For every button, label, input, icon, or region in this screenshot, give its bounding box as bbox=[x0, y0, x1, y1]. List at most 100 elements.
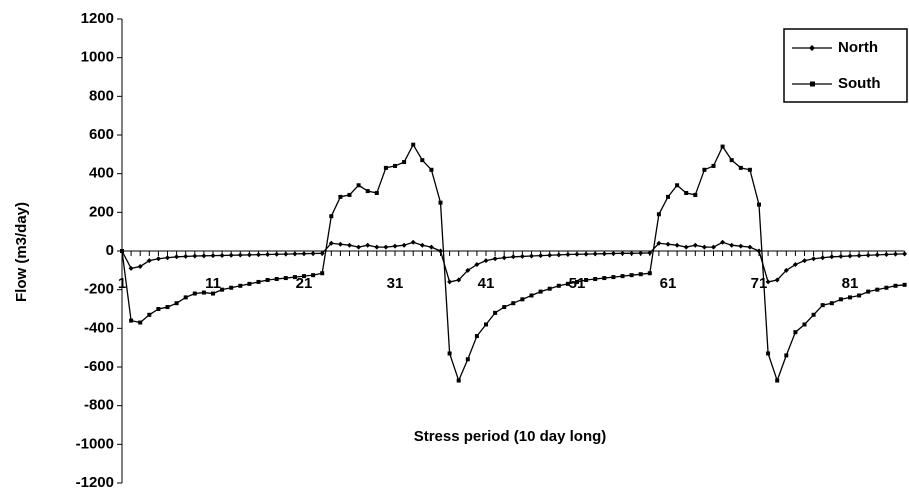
point bbox=[356, 244, 362, 250]
point bbox=[474, 334, 479, 339]
point bbox=[210, 253, 216, 259]
point bbox=[538, 253, 544, 259]
point bbox=[247, 281, 252, 286]
point bbox=[711, 244, 716, 250]
point bbox=[629, 250, 635, 256]
point bbox=[320, 271, 325, 276]
point bbox=[620, 274, 625, 279]
point bbox=[511, 301, 516, 306]
point bbox=[811, 256, 817, 262]
point bbox=[893, 251, 898, 257]
point bbox=[575, 279, 579, 284]
point bbox=[420, 158, 425, 163]
point bbox=[292, 251, 298, 257]
point bbox=[283, 251, 289, 257]
point bbox=[447, 351, 452, 356]
point bbox=[756, 248, 762, 254]
point bbox=[701, 244, 707, 250]
point bbox=[556, 283, 561, 288]
point bbox=[592, 251, 598, 257]
point bbox=[866, 289, 871, 294]
point bbox=[765, 279, 771, 285]
point bbox=[565, 281, 570, 286]
point bbox=[311, 273, 316, 278]
point bbox=[520, 297, 525, 302]
point bbox=[328, 240, 334, 246]
point bbox=[155, 256, 161, 262]
point bbox=[428, 244, 434, 250]
point bbox=[192, 291, 197, 296]
point bbox=[201, 253, 207, 259]
point bbox=[237, 252, 243, 258]
point bbox=[147, 312, 152, 317]
point bbox=[319, 250, 325, 256]
point bbox=[156, 307, 161, 311]
y-tick-label: -200 bbox=[84, 281, 114, 298]
point bbox=[465, 357, 470, 362]
point bbox=[738, 165, 743, 170]
y-tick-label: 1000 bbox=[81, 49, 114, 66]
point bbox=[848, 295, 852, 300]
point bbox=[484, 322, 488, 327]
point bbox=[211, 291, 215, 296]
point bbox=[684, 191, 689, 195]
point bbox=[493, 310, 498, 315]
x-tick-label: 71 bbox=[751, 275, 768, 292]
point bbox=[283, 276, 288, 281]
point bbox=[392, 243, 398, 249]
point bbox=[601, 251, 607, 257]
point bbox=[301, 251, 307, 257]
point bbox=[829, 301, 834, 306]
point bbox=[365, 189, 370, 194]
point bbox=[529, 253, 534, 259]
point bbox=[274, 251, 280, 257]
x-tick-label: 21 bbox=[296, 275, 313, 292]
point bbox=[602, 276, 607, 281]
point bbox=[338, 194, 343, 199]
point bbox=[229, 285, 234, 290]
point bbox=[383, 165, 388, 170]
point bbox=[183, 253, 189, 259]
y-tick-label: -600 bbox=[84, 358, 114, 375]
point bbox=[120, 249, 124, 253]
y-tick-label: 800 bbox=[89, 87, 114, 104]
point bbox=[374, 244, 380, 250]
point bbox=[883, 251, 889, 257]
point bbox=[893, 283, 898, 288]
point bbox=[665, 241, 671, 247]
point bbox=[820, 255, 826, 261]
point bbox=[838, 297, 843, 302]
point bbox=[774, 277, 780, 283]
point bbox=[757, 202, 761, 207]
point bbox=[783, 267, 789, 273]
point bbox=[337, 241, 343, 247]
point bbox=[675, 183, 680, 188]
point bbox=[629, 273, 634, 278]
point bbox=[492, 256, 498, 262]
point bbox=[274, 277, 279, 282]
point bbox=[693, 192, 698, 197]
point bbox=[429, 167, 434, 172]
point bbox=[820, 303, 825, 308]
point bbox=[538, 289, 543, 294]
point bbox=[729, 242, 735, 248]
point bbox=[666, 194, 670, 199]
point bbox=[383, 244, 389, 250]
y-tick-label: -400 bbox=[84, 319, 114, 336]
point bbox=[656, 212, 661, 217]
point bbox=[411, 142, 416, 147]
point bbox=[802, 258, 807, 264]
legend-marker bbox=[809, 45, 815, 51]
point bbox=[174, 254, 180, 260]
point bbox=[865, 252, 871, 258]
point bbox=[256, 279, 261, 284]
point bbox=[519, 253, 525, 259]
series-line bbox=[121, 143, 905, 383]
point bbox=[410, 239, 416, 245]
point bbox=[292, 275, 297, 280]
point bbox=[593, 277, 598, 282]
point bbox=[875, 287, 880, 292]
point bbox=[638, 272, 643, 277]
legend-label: South bbox=[838, 75, 881, 92]
